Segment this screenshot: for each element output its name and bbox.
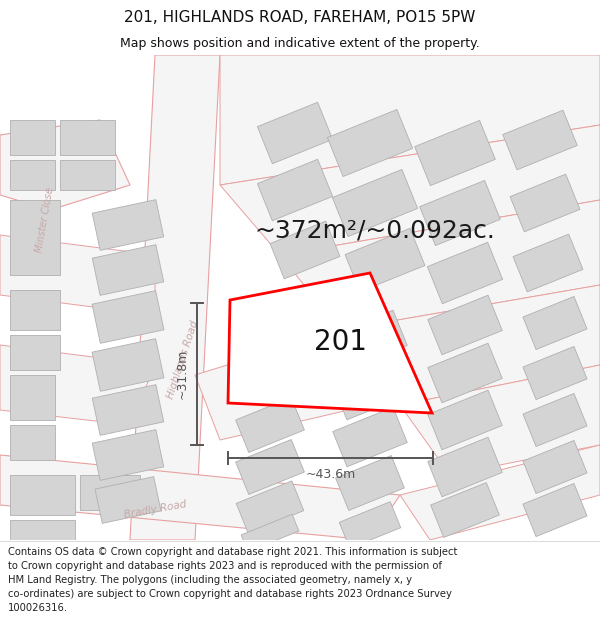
Polygon shape — [510, 174, 580, 232]
Polygon shape — [339, 502, 401, 548]
Polygon shape — [345, 228, 425, 292]
Polygon shape — [130, 55, 220, 540]
Polygon shape — [92, 291, 164, 343]
Polygon shape — [10, 425, 55, 460]
Polygon shape — [503, 110, 577, 170]
Polygon shape — [523, 296, 587, 349]
Polygon shape — [92, 384, 164, 436]
Polygon shape — [236, 398, 304, 452]
Text: HM Land Registry. The polygons (including the associated geometry, namely x, y: HM Land Registry. The polygons (includin… — [8, 575, 412, 585]
Polygon shape — [10, 375, 55, 420]
Polygon shape — [0, 345, 155, 425]
Text: Highlands Road: Highlands Road — [166, 319, 200, 401]
Polygon shape — [10, 120, 55, 155]
Polygon shape — [220, 125, 600, 255]
Polygon shape — [328, 109, 413, 176]
Polygon shape — [427, 242, 503, 304]
Polygon shape — [419, 181, 500, 246]
Polygon shape — [332, 169, 418, 236]
Polygon shape — [431, 482, 499, 538]
Polygon shape — [92, 199, 164, 251]
Text: 100026316.: 100026316. — [8, 603, 68, 613]
Polygon shape — [220, 55, 600, 185]
Polygon shape — [0, 120, 130, 210]
Polygon shape — [333, 310, 407, 370]
Polygon shape — [280, 200, 600, 330]
Polygon shape — [95, 477, 161, 523]
Polygon shape — [10, 520, 75, 540]
Polygon shape — [400, 365, 600, 475]
Polygon shape — [428, 295, 502, 355]
Polygon shape — [270, 221, 340, 279]
Polygon shape — [80, 475, 140, 510]
Polygon shape — [236, 439, 304, 494]
Polygon shape — [10, 200, 60, 275]
Polygon shape — [428, 438, 502, 497]
Polygon shape — [10, 290, 60, 330]
Polygon shape — [513, 234, 583, 292]
Polygon shape — [523, 441, 587, 494]
Text: Minster Close: Minster Close — [34, 187, 56, 253]
Text: ~31.8m: ~31.8m — [176, 349, 189, 399]
Polygon shape — [92, 429, 164, 481]
Polygon shape — [340, 285, 600, 405]
Polygon shape — [228, 273, 432, 413]
Polygon shape — [60, 120, 115, 155]
Polygon shape — [523, 394, 587, 446]
Text: Contains OS data © Crown copyright and database right 2021. This information is : Contains OS data © Crown copyright and d… — [8, 547, 457, 557]
Text: to Crown copyright and database rights 2023 and is reproduced with the permissio: to Crown copyright and database rights 2… — [8, 561, 442, 571]
Polygon shape — [257, 159, 332, 221]
Polygon shape — [257, 102, 332, 164]
Text: ~372m²/~0.092ac.: ~372m²/~0.092ac. — [254, 218, 496, 242]
Polygon shape — [428, 343, 502, 402]
Polygon shape — [10, 160, 55, 190]
Polygon shape — [415, 121, 496, 186]
Polygon shape — [195, 330, 370, 440]
Text: 201: 201 — [314, 328, 367, 356]
Polygon shape — [92, 244, 164, 296]
Polygon shape — [400, 445, 600, 540]
Polygon shape — [241, 514, 299, 552]
Polygon shape — [60, 160, 115, 190]
Polygon shape — [333, 360, 407, 420]
Polygon shape — [428, 390, 502, 450]
Polygon shape — [0, 235, 155, 315]
Polygon shape — [0, 455, 400, 540]
Polygon shape — [523, 346, 587, 399]
Polygon shape — [10, 475, 75, 515]
Polygon shape — [333, 408, 407, 467]
Text: Map shows position and indicative extent of the property.: Map shows position and indicative extent… — [120, 38, 480, 51]
Polygon shape — [10, 335, 60, 370]
Polygon shape — [523, 484, 587, 536]
Text: co-ordinates) are subject to Crown copyright and database rights 2023 Ordnance S: co-ordinates) are subject to Crown copyr… — [8, 589, 452, 599]
Text: ~43.6m: ~43.6m — [305, 468, 356, 481]
Polygon shape — [92, 339, 164, 391]
Polygon shape — [335, 456, 404, 511]
Text: Bradly Road: Bradly Road — [123, 499, 187, 521]
Polygon shape — [236, 481, 304, 533]
Text: 201, HIGHLANDS ROAD, FAREHAM, PO15 5PW: 201, HIGHLANDS ROAD, FAREHAM, PO15 5PW — [124, 10, 476, 25]
